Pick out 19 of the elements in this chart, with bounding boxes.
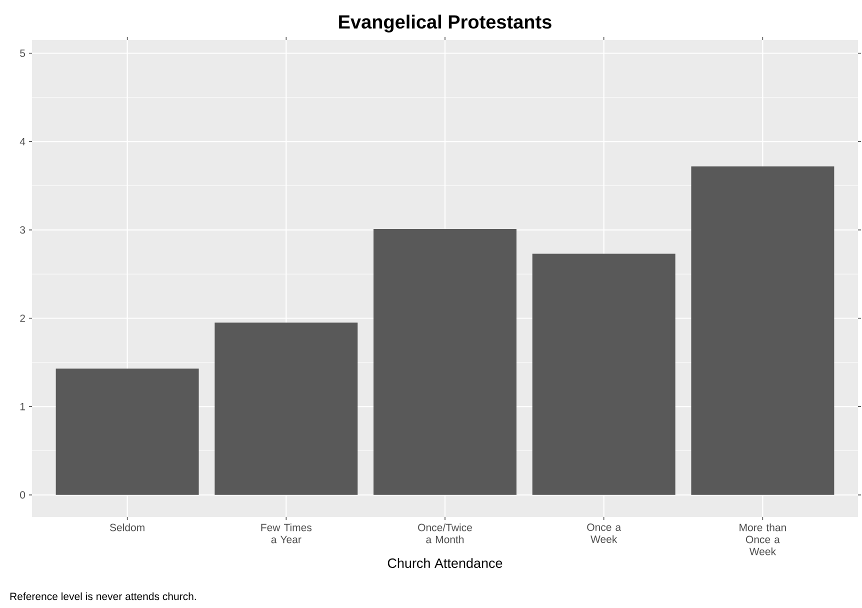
bar	[214, 322, 358, 495]
y-tick-label: 1	[20, 402, 25, 410]
x-tick-label: Once a Week	[587, 524, 622, 543]
bar	[532, 254, 676, 495]
x-tick-label: More than Once a Week	[740, 524, 786, 556]
y-tick-label: 3	[20, 226, 26, 234]
bar	[691, 166, 834, 495]
x-tick-label: Few Times a Year	[261, 524, 312, 544]
x-tick-label: Once/Twice a Month	[418, 524, 472, 544]
y-tick-label: 4	[20, 138, 26, 146]
chart-title: Evangelical Protestants	[339, 14, 552, 32]
y-tick-label: 0	[20, 491, 26, 499]
y-tick-label: 2	[20, 314, 25, 322]
bar	[56, 368, 199, 495]
y-tick-label: 5	[20, 50, 26, 57]
x-axis-title: Church Attendance	[388, 558, 502, 568]
x-tick-label: Seldom	[110, 524, 144, 532]
bar	[374, 229, 516, 495]
text: Reference level is never attends church.	[10, 592, 196, 600]
